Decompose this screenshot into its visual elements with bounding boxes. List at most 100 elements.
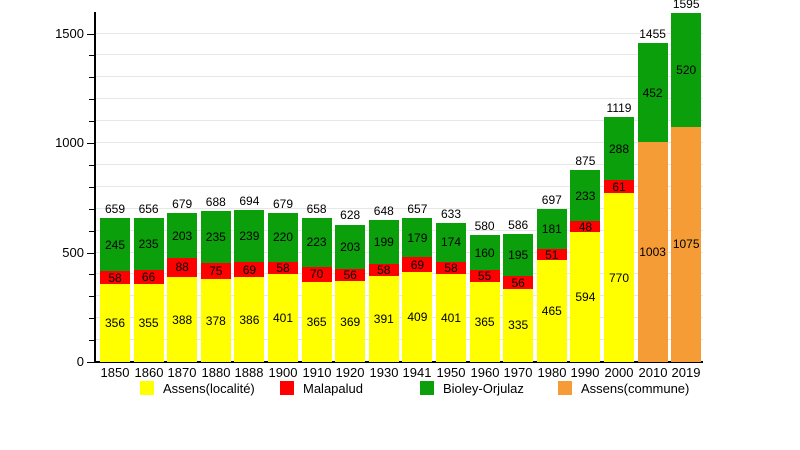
x-tick-label: 2000 xyxy=(604,365,634,380)
y-tick-label: 0 xyxy=(76,354,84,369)
bar-total-label: 628 xyxy=(340,208,361,223)
segment-value-label: 235 xyxy=(205,230,226,245)
bar-total-label: 648 xyxy=(373,204,394,219)
segment-malapalud: 56 xyxy=(335,268,366,283)
x-tick-label: 1930 xyxy=(369,365,399,380)
segment-value-label: 369 xyxy=(340,314,361,329)
segment-assens-localit: 369 xyxy=(335,281,366,362)
y-tick-label: 1500 xyxy=(55,26,84,41)
bar-1870: 388 88 203 679 xyxy=(167,198,198,362)
x-axis-line xyxy=(94,361,703,363)
segment-value-label: 520 xyxy=(676,62,697,77)
segment-value-label: 594 xyxy=(575,289,596,304)
segment-assens-localit: 388 xyxy=(167,277,198,362)
bar-1990: 594 48 233 875 xyxy=(570,155,601,362)
bar-total-label: 875 xyxy=(575,154,596,169)
segment-assens-localit: 365 xyxy=(301,282,332,362)
bar-total-label: 586 xyxy=(508,217,529,232)
gridline xyxy=(96,163,703,165)
y-tick xyxy=(87,253,95,254)
segment-value-label: 51 xyxy=(545,247,559,262)
legend-item-bioley-orjulaz: Bioley-Orjulaz xyxy=(420,381,524,396)
legend-swatch-assens-commune xyxy=(558,381,572,395)
segment-value-label: 223 xyxy=(306,235,327,250)
legend-label: Assens(commune) xyxy=(581,380,690,396)
segment-value-label: 335 xyxy=(508,318,529,333)
x-tick-label: 2010 xyxy=(638,365,668,380)
bar-total-label: 633 xyxy=(440,207,462,222)
bar-2000: 770 61 288 1119 xyxy=(604,101,634,362)
segment-value-label: 1075 xyxy=(672,237,700,252)
legend-label: Assens(localité) xyxy=(163,380,255,396)
segment-value-label: 356 xyxy=(104,316,126,331)
gridline xyxy=(96,317,703,319)
bar-2010: 1003 452 1455 xyxy=(637,28,668,362)
y-tick xyxy=(87,143,95,144)
bar-1980: 465 51 181 697 xyxy=(536,194,567,362)
y-tick xyxy=(89,121,95,122)
segment-malapalud: 69 xyxy=(234,262,265,278)
bar-1920: 369 56 203 628 xyxy=(335,209,366,362)
bar-total-label: 679 xyxy=(172,197,193,212)
y-tick xyxy=(87,34,95,35)
bar-total-label: 659 xyxy=(104,201,126,216)
bar-1850: 356 58 245 659 xyxy=(100,202,130,362)
bar-total-label: 657 xyxy=(407,202,428,217)
segment-value-label: 195 xyxy=(508,248,529,263)
legend-swatch-bioley-orjulaz xyxy=(420,381,434,395)
segment-bioley-orjulaz: 220 xyxy=(268,213,298,262)
segment-assens-localit: 355 xyxy=(133,284,164,362)
segment-assens-localit: 465 xyxy=(536,260,567,362)
bar-total-label: 1119 xyxy=(606,100,632,115)
bar-1880: 378 75 235 688 xyxy=(200,196,231,362)
segment-bioley-orjulaz: 181 xyxy=(536,209,567,250)
y-tick-label: 500 xyxy=(62,245,84,260)
segment-malapalud: 56 xyxy=(503,276,534,289)
bar-total-label: 1455 xyxy=(639,27,666,42)
segment-value-label: 179 xyxy=(407,230,428,245)
segment-value-label: 56 xyxy=(343,268,357,283)
x-tick-label: 1970 xyxy=(503,365,533,380)
segment-value-label: 409 xyxy=(407,310,428,325)
bar-total-label: 697 xyxy=(541,193,562,208)
y-tick xyxy=(87,362,95,363)
segment-malapalud: 55 xyxy=(469,270,500,283)
segment-value-label: 355 xyxy=(138,316,159,331)
segment-value-label: 48 xyxy=(578,219,593,234)
x-tick-label: 2019 xyxy=(671,365,701,380)
x-tick-label: 1880 xyxy=(201,365,231,380)
segment-bioley-orjulaz: 235 xyxy=(133,218,164,270)
segment-bioley-orjulaz: 160 xyxy=(469,235,500,271)
x-tick-label: 1950 xyxy=(436,365,466,380)
segment-value-label: 69 xyxy=(242,262,257,277)
y-tick xyxy=(89,165,95,166)
segment-assens-commune: 1075 xyxy=(671,126,702,362)
gridline xyxy=(96,185,703,187)
bar-1960: 365 55 160 580 xyxy=(469,219,500,362)
segment-malapalud: 58 xyxy=(436,261,466,275)
segment-assens-commune: 1003 xyxy=(637,142,668,362)
gridline xyxy=(96,251,703,253)
segment-value-label: 203 xyxy=(172,228,193,243)
gridline xyxy=(96,339,703,341)
segment-bioley-orjulaz: 203 xyxy=(335,224,366,269)
segment-assens-localit: 409 xyxy=(402,272,433,362)
segment-malapalud: 48 xyxy=(570,219,601,234)
segment-malapalud: 61 xyxy=(604,180,634,194)
legend-swatch-assens-localit xyxy=(140,381,154,395)
gridline xyxy=(96,295,703,297)
segment-assens-localit: 594 xyxy=(570,231,601,362)
legend-label: Malapalud xyxy=(303,380,363,396)
x-tick-label: 1850 xyxy=(100,365,130,380)
segment-malapalud: 66 xyxy=(133,269,164,285)
bar-1930: 391 58 199 648 xyxy=(368,205,399,362)
segment-value-label: 391 xyxy=(373,312,394,327)
x-tick-label: 1960 xyxy=(470,365,500,380)
segment-value-label: 235 xyxy=(138,237,159,252)
segment-assens-localit: 365 xyxy=(469,282,500,362)
legend-swatch-malapalud xyxy=(280,381,294,395)
y-tick xyxy=(89,296,95,297)
bar-1950: 401 58 174 633 xyxy=(436,208,466,362)
gridline xyxy=(96,76,703,78)
